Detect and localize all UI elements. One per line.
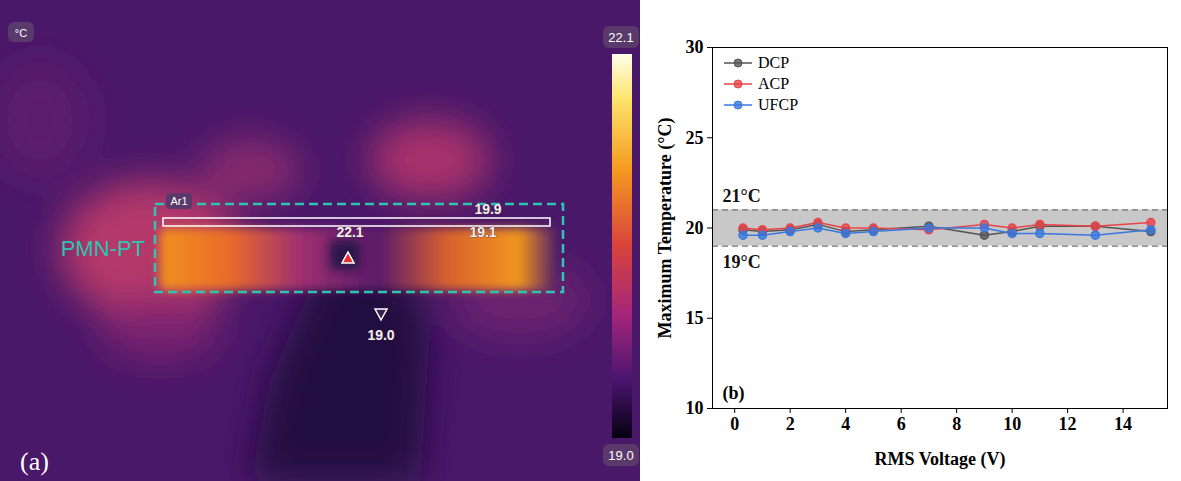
svg-text:PMN-PT: PMN-PT [61, 236, 145, 261]
svg-text:22.1: 22.1 [336, 224, 363, 240]
svg-text:10: 10 [1003, 414, 1021, 434]
svg-text:19.0: 19.0 [367, 327, 394, 343]
svg-text:0: 0 [730, 414, 739, 434]
svg-text:ACP: ACP [758, 75, 789, 92]
svg-text:19.1: 19.1 [469, 224, 496, 240]
svg-text:6: 6 [897, 414, 906, 434]
svg-text:22.1: 22.1 [608, 30, 633, 45]
svg-text:19.9: 19.9 [474, 201, 501, 217]
svg-text:°C: °C [15, 27, 27, 39]
svg-text:UFCP: UFCP [758, 96, 798, 113]
svg-text:12: 12 [1059, 414, 1077, 434]
svg-text:15: 15 [686, 308, 704, 328]
svg-text:14: 14 [1114, 414, 1132, 434]
svg-text:(b): (b) [723, 383, 745, 404]
svg-text:Ar1: Ar1 [170, 195, 187, 207]
svg-text:Maximum Temperature (°C): Maximum Temperature (°C) [655, 118, 676, 339]
svg-text:19°C: 19°C [723, 252, 761, 272]
svg-text:21°C: 21°C [723, 186, 761, 206]
svg-text:8: 8 [952, 414, 961, 434]
svg-text:2: 2 [786, 414, 795, 434]
svg-text:RMS Voltage (V): RMS Voltage (V) [875, 449, 1006, 470]
svg-text:25: 25 [686, 128, 704, 148]
svg-text:(a): (a) [20, 447, 49, 476]
svg-text:4: 4 [841, 414, 850, 434]
svg-text:20: 20 [686, 218, 704, 238]
svg-text:DCP: DCP [758, 54, 789, 71]
svg-text:10: 10 [686, 398, 704, 418]
svg-text:30: 30 [686, 37, 704, 57]
svg-text:19.0: 19.0 [608, 448, 633, 463]
